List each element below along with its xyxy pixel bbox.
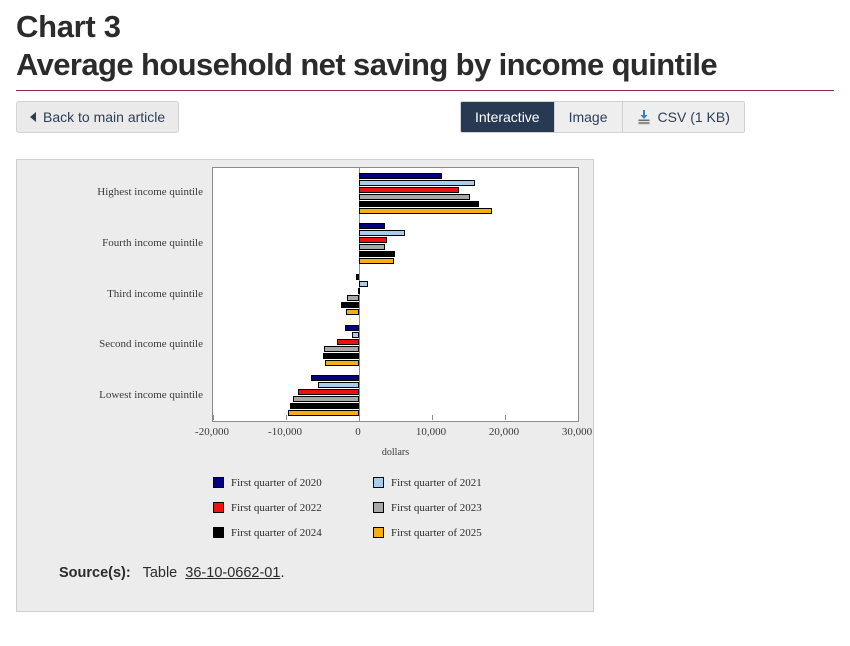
bar[interactable] <box>359 186 459 193</box>
bar[interactable] <box>298 389 359 396</box>
csv-label: CSV (1 KB) <box>657 109 730 125</box>
bar[interactable] <box>359 244 386 251</box>
legend-label: First quarter of 2025 <box>391 526 482 539</box>
category-label: Fourth income quintile <box>102 236 203 249</box>
x-tickmark <box>359 415 360 420</box>
legend-swatch <box>373 477 384 488</box>
download-csv-button[interactable]: CSV (1 KB) <box>622 102 744 132</box>
x-tick-label: 20,000 <box>488 426 520 438</box>
bar-group <box>213 274 578 315</box>
bar[interactable] <box>359 207 492 214</box>
x-tickmark <box>432 415 433 420</box>
bar[interactable] <box>359 281 368 287</box>
zero-axis-line <box>359 168 360 421</box>
bar[interactable] <box>359 193 470 200</box>
bar[interactable] <box>310 375 359 382</box>
bar[interactable] <box>357 288 360 294</box>
bar[interactable] <box>359 237 387 244</box>
source-line: Source(s): Table 36-10-0662-01. <box>59 565 284 581</box>
x-tick-label: 10,000 <box>415 426 447 438</box>
legend-item[interactable]: First quarter of 2024 <box>213 527 373 539</box>
bar[interactable] <box>293 396 359 403</box>
legend-label: First quarter of 2022 <box>231 501 322 514</box>
bar[interactable] <box>337 338 359 345</box>
bar[interactable] <box>359 258 395 265</box>
legend-row: First quarter of 2024 First quarter of 20… <box>213 520 533 545</box>
legend-swatch <box>373 527 384 538</box>
bar[interactable] <box>359 230 405 237</box>
x-tick-label: -20,000 <box>195 426 229 438</box>
legend-row: First quarter of 2020 First quarter of 20… <box>213 470 533 495</box>
legend-row: First quarter of 2022 First quarter of 20… <box>213 495 533 520</box>
category-label: Highest income quintile <box>97 186 203 199</box>
legend-swatch <box>373 502 384 513</box>
chevron-left-icon <box>30 112 36 122</box>
bar[interactable] <box>345 309 359 315</box>
x-tickmark <box>286 415 287 420</box>
bar-group <box>213 223 578 265</box>
legend-label: First quarter of 2024 <box>231 526 322 539</box>
view-mode-switch: Interactive Image CSV (1 KB) <box>460 101 745 133</box>
legend-swatch <box>213 477 224 488</box>
legend-item[interactable]: First quarter of 2020 <box>213 477 373 489</box>
bar[interactable] <box>323 345 359 352</box>
category-label: Third income quintile <box>107 287 203 300</box>
title-divider <box>16 90 834 91</box>
bar[interactable] <box>346 295 359 301</box>
bar[interactable] <box>359 200 479 207</box>
bar[interactable] <box>356 274 359 280</box>
bar[interactable] <box>359 172 443 179</box>
x-tickmark <box>578 415 579 420</box>
chart-card: Highest income quintile Fourth income qui… <box>16 159 594 612</box>
plot-area <box>212 167 579 422</box>
legend-label: First quarter of 2021 <box>391 476 482 489</box>
source-label: Source(s): <box>59 565 131 581</box>
x-tickmark <box>505 415 506 420</box>
bar-group <box>213 172 578 214</box>
bar[interactable] <box>352 331 359 338</box>
category-label: Second income quintile <box>99 338 203 351</box>
bar[interactable] <box>359 223 385 230</box>
legend-item[interactable]: First quarter of 2022 <box>213 502 373 514</box>
legend-item[interactable]: First quarter of 2021 <box>373 477 533 489</box>
chart-legend: First quarter of 2020 First quarter of 20… <box>213 470 533 545</box>
bar[interactable] <box>324 359 359 366</box>
x-tick-label: 30,000 <box>561 426 593 438</box>
page-title: Average household net saving by income q… <box>16 47 718 82</box>
download-icon <box>637 109 651 125</box>
back-to-main-article-button[interactable]: Back to main article <box>16 101 180 133</box>
x-axis-title: dollars <box>381 447 410 458</box>
bar[interactable] <box>322 352 359 359</box>
legend-label: First quarter of 2023 <box>391 501 482 514</box>
x-tick-label: -10,000 <box>268 426 302 438</box>
bar[interactable] <box>345 324 359 331</box>
source-table-link[interactable]: 36-10-0662-01 <box>185 565 281 581</box>
tab-interactive[interactable]: Interactive <box>461 102 555 132</box>
bar[interactable] <box>359 179 476 186</box>
bar[interactable] <box>290 403 359 410</box>
bar[interactable] <box>288 410 359 417</box>
legend-swatch <box>213 527 224 538</box>
back-button-label: Back to main article <box>43 109 166 125</box>
legend-item[interactable]: First quarter of 2023 <box>373 502 533 514</box>
x-axis-tick-labels: -20,000 -10,000 0 10,000 20,000 30,000 <box>195 426 592 440</box>
page-header: Chart 3 Average household net saving by … <box>0 0 850 91</box>
tab-image[interactable]: Image <box>554 102 623 132</box>
bar[interactable] <box>318 382 359 389</box>
chart-toolbar: Back to main article Interactive Image C… <box>16 101 834 145</box>
chart-number: Chart 3 <box>16 9 121 44</box>
bar[interactable] <box>359 251 395 258</box>
x-tick-label: 0 <box>355 426 361 438</box>
source-prefix: Table <box>142 565 178 581</box>
bar[interactable] <box>341 302 359 308</box>
bar-group <box>213 324 578 366</box>
legend-swatch <box>213 502 224 513</box>
bar-group <box>213 375 578 417</box>
legend-item[interactable]: First quarter of 2025 <box>373 527 533 539</box>
legend-label: First quarter of 2020 <box>231 476 322 489</box>
source-suffix: . <box>280 565 285 581</box>
x-tickmark <box>213 415 214 420</box>
category-label: Lowest income quintile <box>99 388 203 401</box>
